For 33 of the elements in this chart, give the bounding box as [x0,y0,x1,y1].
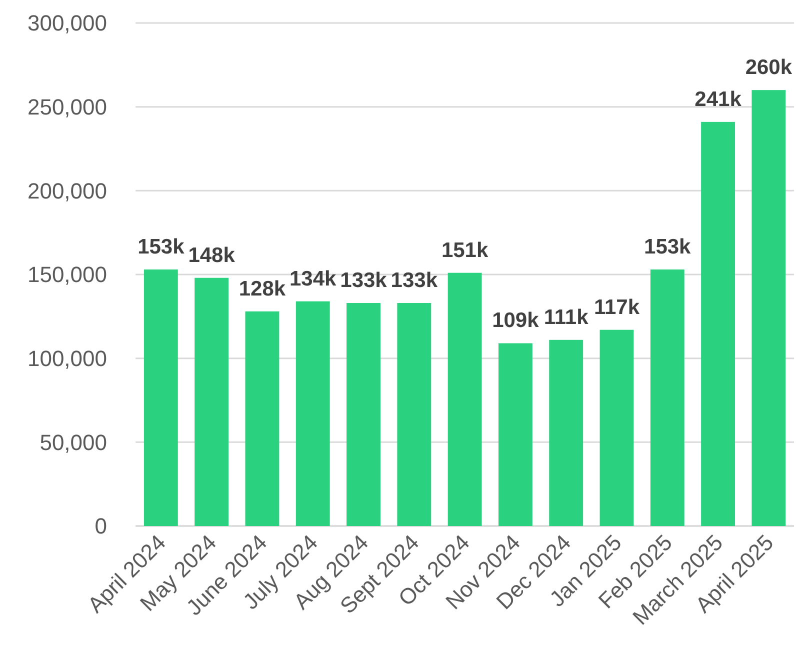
bar [144,269,178,526]
data-label: 153k [138,235,185,258]
bar [752,90,786,526]
y-tick-label: 150,000 [27,262,107,288]
y-tick-label: 300,000 [27,10,107,36]
y-tick-label: 200,000 [27,178,107,204]
bar [346,303,380,526]
bar [650,269,684,526]
bar [296,301,330,526]
bar [701,122,735,526]
data-label: 151k [441,238,488,262]
data-label: 109k [492,309,540,332]
y-tick-label: 50,000 [40,430,107,455]
data-label: 260k [745,56,792,80]
data-label: 148k [188,244,236,267]
y-tick-label: 250,000 [27,94,107,120]
data-label: 117k [594,296,640,319]
bar [245,311,280,526]
bar [549,340,584,526]
bar [194,278,229,526]
data-label: 241k [694,88,742,111]
data-label: 111k [544,306,589,329]
data-label: 153k [644,235,692,258]
bar [498,343,532,526]
bar [448,272,482,526]
data-label: 128k [238,277,286,300]
bar [397,303,432,526]
data-label: 133k [340,269,388,292]
bar [600,330,634,526]
data-label: 134k [290,267,337,290]
y-tick-label: 0 [94,514,107,539]
y-tick-label: 100,000 [27,346,107,372]
data-label: 133k [390,269,438,292]
